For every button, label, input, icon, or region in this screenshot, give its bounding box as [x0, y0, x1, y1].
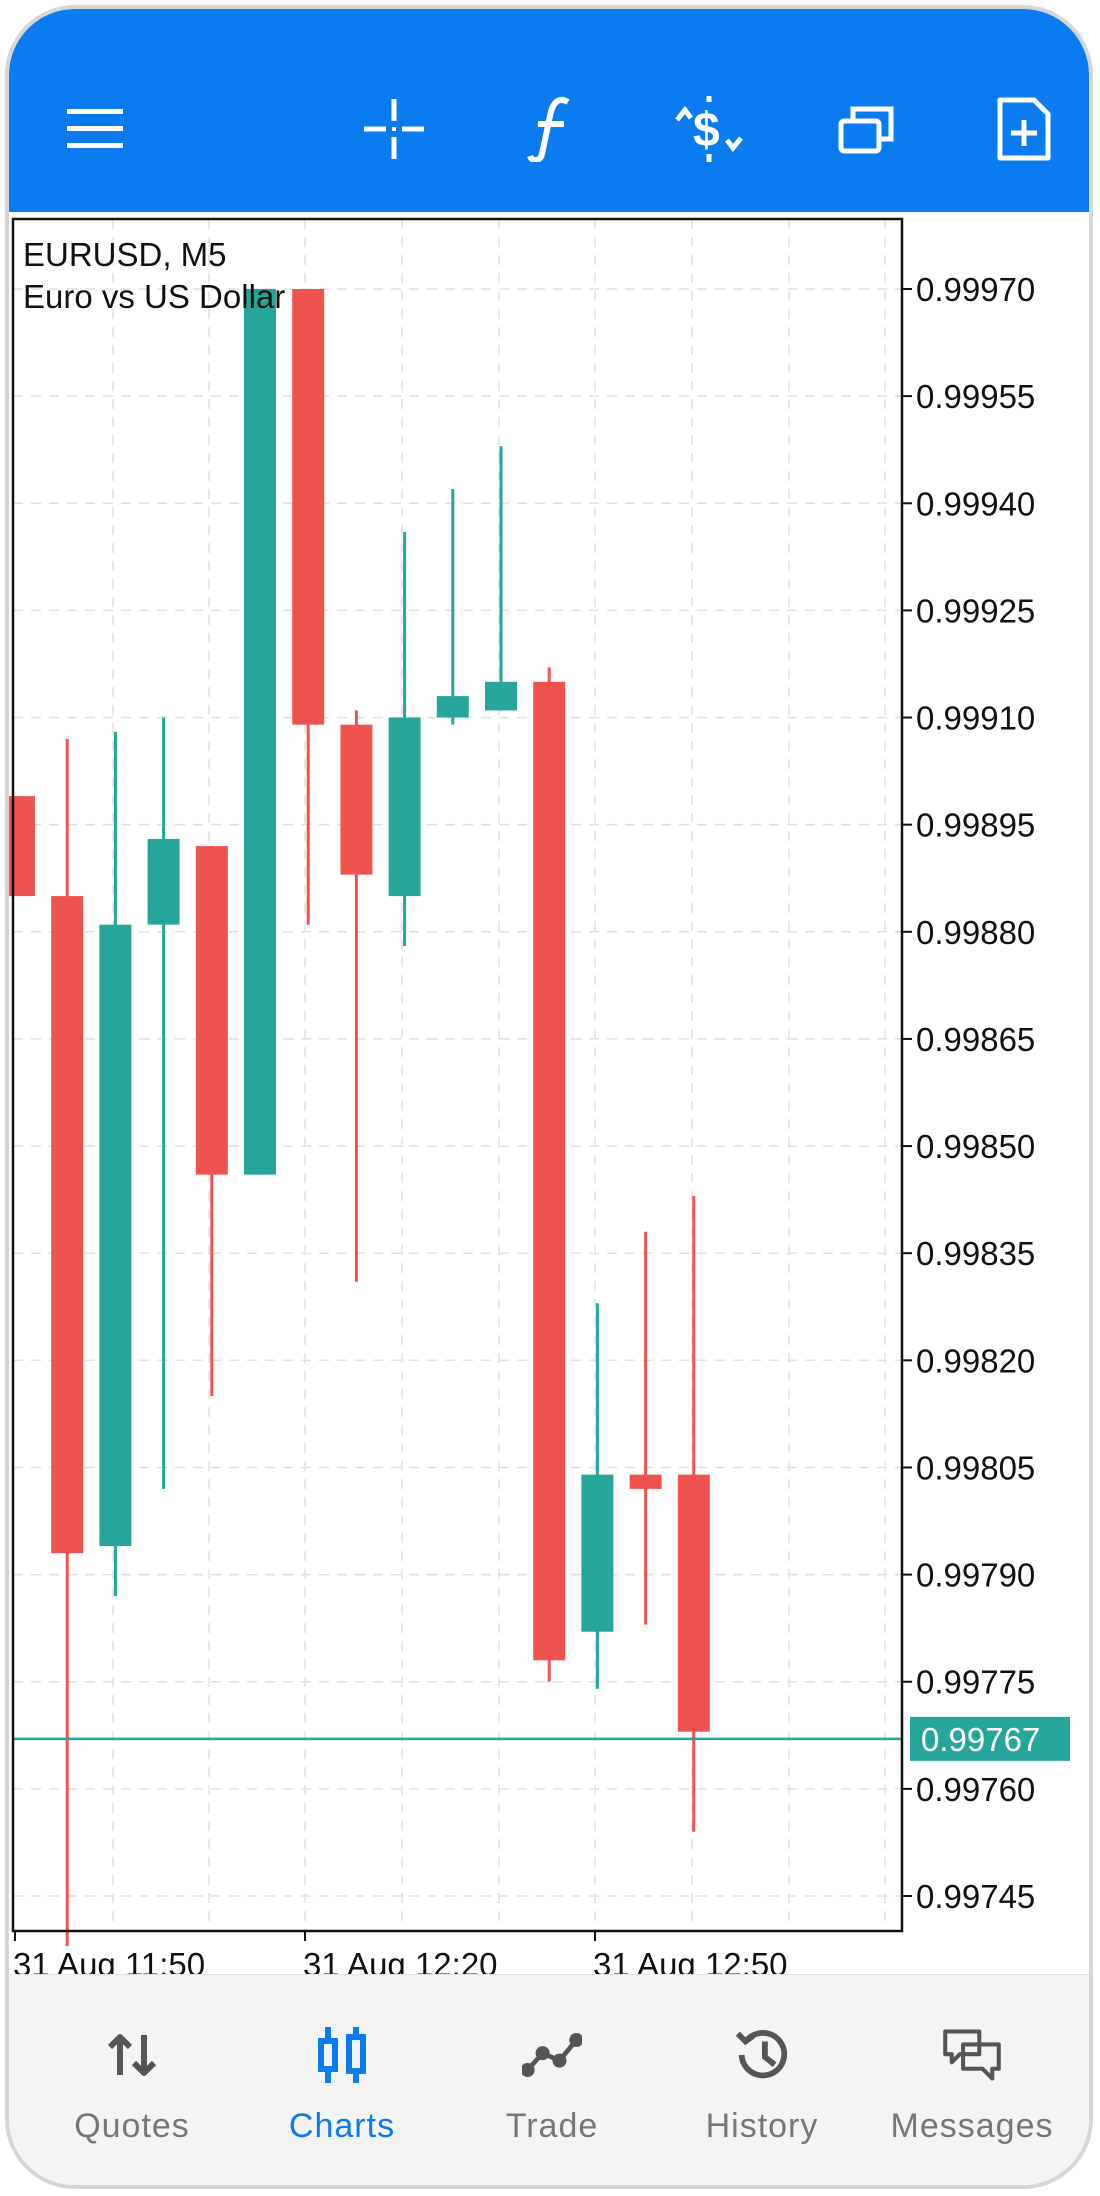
candle-body: [147, 838, 180, 925]
candle-body: [677, 1474, 710, 1732]
candle-body: [195, 846, 228, 1175]
y-tick-label: 0.99910: [916, 700, 1035, 737]
chart-description-label: Euro vs US Dollar: [23, 278, 285, 315]
top-toolbar: $: [9, 9, 1089, 212]
y-tick-label: 0.99955: [916, 378, 1035, 415]
windows-icon[interactable]: [827, 89, 907, 169]
bottom-navigation: Quotes Charts Trade History Messages: [9, 1974, 1089, 2185]
current-price-badge: [910, 1716, 1070, 1761]
y-tick-label: 0.99775: [916, 1664, 1035, 1701]
menu-icon[interactable]: [55, 89, 135, 169]
candle-body: [292, 289, 325, 725]
chart-symbol-label: EURUSD, M5: [23, 236, 227, 273]
y-tick-label: 0.99835: [916, 1235, 1035, 1272]
nav-charts-label: Charts: [288, 2107, 396, 2145]
y-tick-label: 0.99880: [916, 914, 1035, 951]
y-tick-label: 0.99865: [916, 1021, 1035, 1058]
one-click-trading-icon[interactable]: $: [669, 89, 749, 169]
y-tick-label: 0.99820: [916, 1342, 1035, 1379]
y-tick-label: 0.99805: [916, 1449, 1035, 1486]
candle-body: [485, 681, 517, 711]
candlestick-chart[interactable]: 0.99970 0.99955 0.99940 0.99925 0.99910 0.998…: [9, 212, 1093, 1983]
chart-area[interactable]: 0.99970 0.99955 0.99940 0.99925 0.99910 0.998…: [9, 212, 1093, 1983]
y-tick-label: 0.99970: [916, 271, 1035, 308]
y-tick-label: 0.99760: [916, 1771, 1035, 1808]
quotes-icon: [102, 2025, 162, 2085]
y-tick-label: 0.99940: [916, 485, 1035, 522]
y-tick-label: 0.99790: [916, 1557, 1035, 1594]
charts-icon: [312, 2025, 372, 2085]
messages-icon: [942, 2025, 1002, 2085]
new-order-icon[interactable]: [984, 89, 1064, 169]
candle-body: [388, 717, 421, 897]
nav-charts[interactable]: Charts: [237, 1975, 447, 2185]
candle-body: [340, 724, 373, 875]
candle-body: [51, 896, 84, 1554]
trade-icon: [522, 2025, 582, 2085]
candle-body: [99, 924, 132, 1547]
candle-body: [436, 696, 469, 718]
nav-quotes-label: Quotes: [74, 2107, 190, 2145]
crosshair-icon[interactable]: [354, 89, 434, 169]
y-tick-label: 0.99925: [916, 592, 1035, 629]
candle-body: [581, 1474, 614, 1632]
nav-history[interactable]: History: [657, 1975, 867, 2185]
candle-body: [533, 681, 566, 1661]
candle-body: [244, 289, 276, 1175]
nav-trade[interactable]: Trade: [447, 1975, 657, 2185]
plot-frame: [11, 217, 904, 1933]
y-tick-label: 0.99895: [916, 807, 1035, 844]
nav-trade-label: Trade: [505, 2107, 599, 2145]
current-price-label: 0.99767: [921, 1721, 1040, 1758]
indicators-icon[interactable]: [511, 89, 591, 169]
history-icon: [732, 2025, 792, 2085]
svg-text:$: $: [693, 104, 720, 157]
y-tick-label: 0.99850: [916, 1128, 1035, 1165]
nav-history-label: History: [705, 2107, 819, 2145]
scrollbar[interactable]: [1089, 792, 1093, 982]
nav-messages-label: Messages: [890, 2107, 1054, 2145]
phone-frame: $ 0.99970 0.99955 0.99940 0.99925 0.99910 0.9…: [5, 5, 1093, 2189]
y-tick-label: 0.99745: [916, 1878, 1035, 1915]
nav-messages[interactable]: Messages: [867, 1975, 1077, 2185]
nav-quotes[interactable]: Quotes: [27, 1975, 237, 2185]
candle-body: [629, 1474, 662, 1489]
